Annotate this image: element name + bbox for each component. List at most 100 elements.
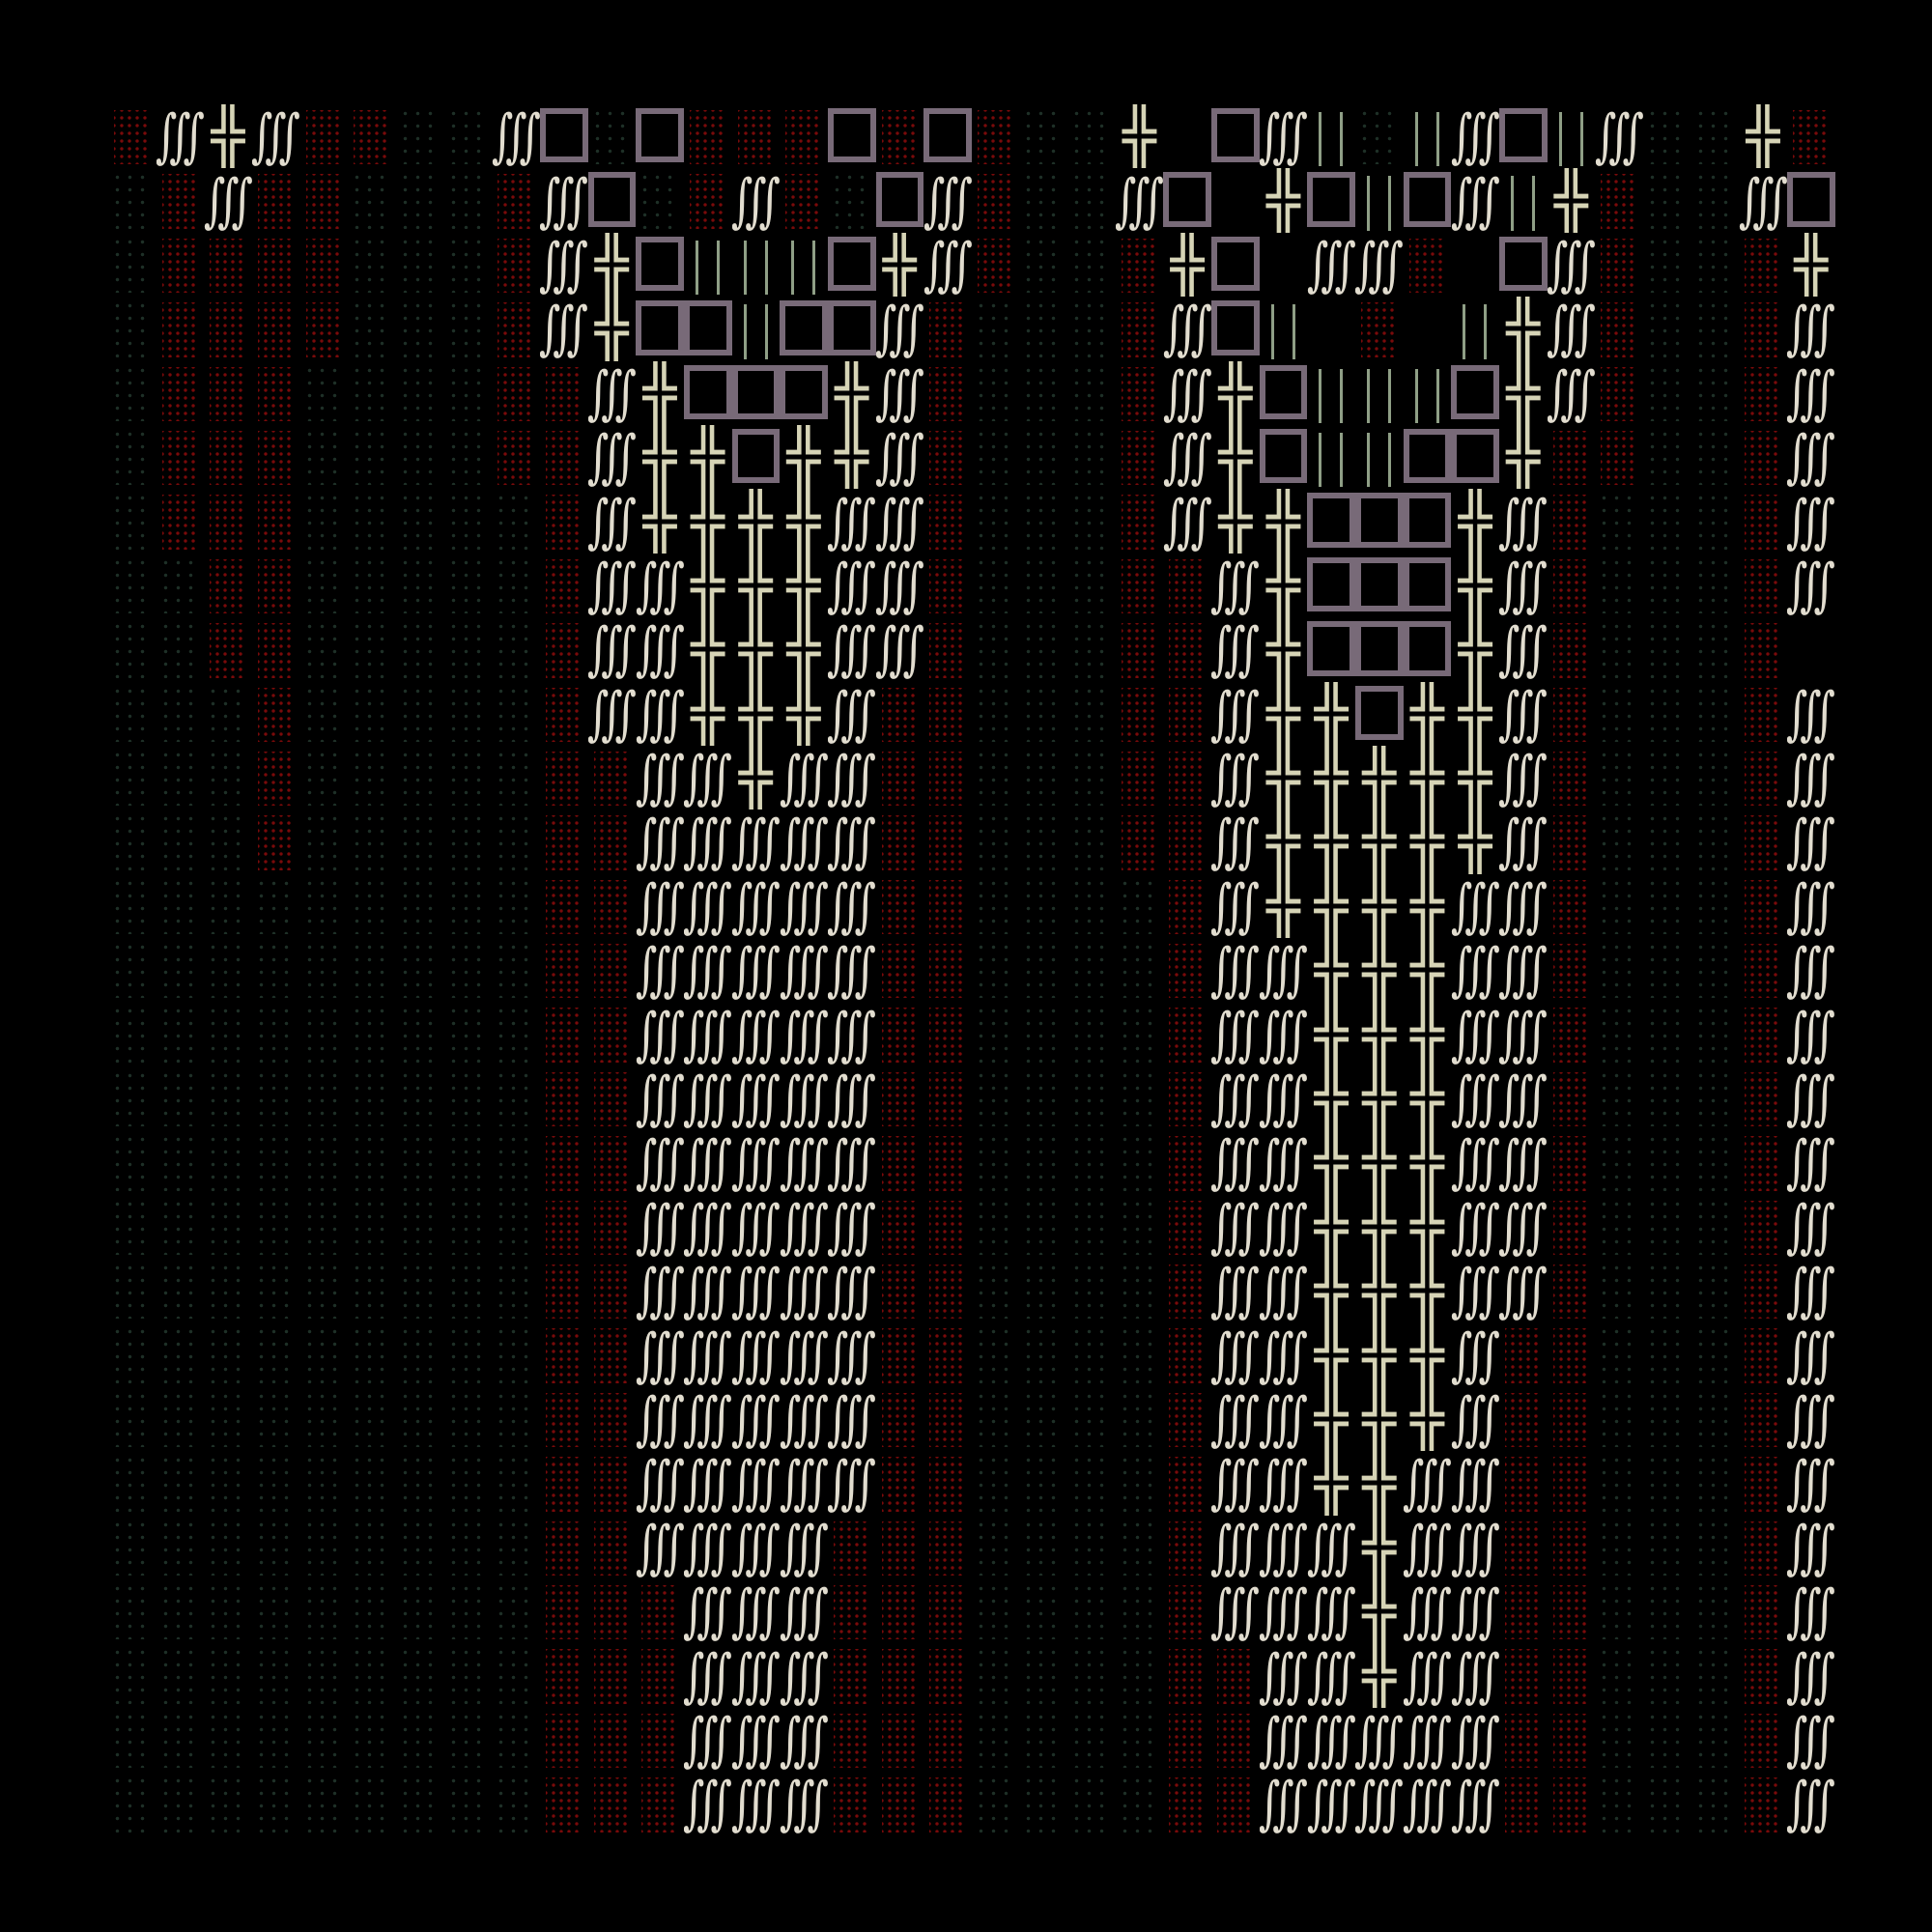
double-cross-glyph: ╬ (684, 554, 732, 617)
green-dot-cell (444, 617, 493, 681)
triple-integral-glyph: ∭ (1499, 746, 1548, 810)
triple-integral-glyph: ∭ (1787, 1708, 1835, 1772)
red-dot-cell (1211, 1643, 1260, 1707)
red-dot-cell (1163, 874, 1211, 938)
box-glyph (1211, 236, 1260, 292)
triple-integral-glyph-text: ∭ (1786, 1772, 1835, 1835)
triple-integral-glyph-text: ∭ (1451, 104, 1500, 169)
double-cross-glyph-text: ╬ (1266, 617, 1301, 682)
box-glyph (1307, 172, 1356, 227)
green-dot-cell (108, 1451, 156, 1515)
green-dot-cell (972, 1066, 1020, 1130)
red-dot-cell (1739, 425, 1787, 489)
triple-integral-glyph: ∭ (684, 1259, 732, 1322)
triple-integral-glyph: ∭ (636, 1066, 684, 1130)
box-glyph (539, 108, 588, 163)
green-dot-cell (108, 1066, 156, 1130)
green-dot-cell (300, 1259, 349, 1322)
green-dot-cell (300, 1451, 349, 1515)
triple-integral-glyph: ∭ (1260, 1066, 1308, 1130)
double-cross-glyph-text: ╬ (1314, 938, 1349, 1003)
double-cross-glyph-text: ╬ (1314, 1002, 1349, 1066)
green-dot-cell (1067, 1387, 1116, 1451)
box-glyph (1403, 172, 1452, 227)
red-dot-cell (204, 297, 252, 360)
green-dot-cell (1643, 1066, 1691, 1130)
green-dot-cell (1643, 1516, 1691, 1579)
double-cross-glyph-text: ╬ (211, 104, 245, 169)
green-dot-cell (1019, 104, 1067, 168)
green-dot-cell (1116, 1195, 1164, 1259)
green-dot-cell (204, 1195, 252, 1259)
triple-integral-glyph: ∭ (732, 938, 781, 1002)
green-dot-cell (108, 1516, 156, 1579)
triple-integral-glyph-text: ∭ (636, 617, 684, 682)
triple-integral-glyph: ∭ (1307, 1579, 1355, 1643)
triple-integral-glyph: ∭ (1451, 1772, 1499, 1835)
double-cross-glyph-text: ╬ (1410, 810, 1444, 874)
triple-integral-glyph: ∭ (1451, 874, 1499, 938)
double-cross-glyph-text: ╬ (1362, 810, 1397, 874)
double-cross-glyph-text: ╬ (594, 297, 629, 361)
triple-integral-glyph-text: ∭ (1786, 360, 1835, 425)
red-dot-cell (540, 1322, 588, 1386)
triple-integral-glyph: ∭ (1260, 1451, 1308, 1515)
red-dot-cell (1548, 938, 1596, 1002)
triple-integral-glyph-text: ∭ (1307, 1643, 1356, 1708)
red-dot-cell (156, 233, 205, 297)
red-dot-cell (876, 1259, 924, 1322)
triple-integral-glyph-text: ∭ (731, 1643, 781, 1708)
triple-integral-glyph: ∭ (1787, 938, 1835, 1002)
red-dot-cell (540, 617, 588, 681)
green-dot-cell (348, 682, 396, 746)
triple-integral-glyph: ∭ (684, 1195, 732, 1259)
red-dot-cell (923, 1387, 972, 1451)
green-dot-cell (636, 168, 684, 232)
red-dot-cell (1163, 1259, 1211, 1322)
triple-integral-glyph: ∭ (684, 874, 732, 938)
double-cross-glyph-text: ╬ (786, 681, 821, 746)
double-cross-glyph-text: ╬ (1314, 810, 1349, 874)
green-dot-cell (108, 1708, 156, 1772)
triple-integral-glyph-text: ∭ (1259, 1451, 1308, 1516)
red-dot-cell (876, 1451, 924, 1515)
red-dot-cell (923, 361, 972, 425)
triple-integral-glyph: ∭ (1787, 1516, 1835, 1579)
green-dot-cell (300, 1195, 349, 1259)
triple-integral-glyph-text: ∭ (636, 1322, 684, 1387)
triple-integral-glyph: ∭ (1451, 1708, 1499, 1772)
red-dot-cell (1739, 1708, 1787, 1772)
green-dot-cell (396, 168, 444, 232)
red-dot-cell (923, 1516, 972, 1579)
double-cross-glyph-text: ╬ (1362, 1065, 1397, 1131)
red-dot-cell (876, 1130, 924, 1194)
box-glyph (1211, 108, 1260, 163)
triple-integral-glyph: ∭ (1355, 233, 1404, 297)
red-dot-cell (1499, 1772, 1548, 1835)
triple-integral-glyph: ∭ (1787, 1002, 1835, 1065)
green-dot-cell (396, 617, 444, 681)
triple-integral-glyph: ∭ (1787, 297, 1835, 360)
vertical-lines-glyph (735, 240, 777, 296)
green-dot-cell (1067, 1579, 1116, 1643)
triple-integral-glyph: ∭ (1548, 233, 1596, 297)
red-dot-cell (923, 1002, 972, 1065)
triple-integral-glyph: ∭ (828, 938, 876, 1002)
triple-integral-glyph-text: ∭ (1451, 1707, 1500, 1773)
green-dot-cell (204, 682, 252, 746)
green-dot-cell (1643, 617, 1691, 681)
double-cross-glyph: ╬ (1307, 1130, 1355, 1194)
double-cross-glyph: ╬ (1307, 1259, 1355, 1322)
triple-integral-glyph-text: ∭ (1786, 810, 1835, 874)
green-dot-cell (492, 1066, 540, 1130)
red-dot-cell (780, 168, 828, 232)
green-dot-cell (972, 425, 1020, 489)
green-dot-cell (444, 1259, 493, 1322)
triple-integral-glyph-text: ∭ (1786, 1259, 1835, 1323)
triple-integral-glyph: ∭ (1787, 874, 1835, 938)
green-dot-cell (396, 1259, 444, 1322)
double-cross-glyph: ╬ (828, 361, 876, 425)
red-dot-cell (252, 810, 300, 873)
green-dot-cell (300, 938, 349, 1002)
double-cross-glyph-text: ╬ (1410, 873, 1444, 939)
